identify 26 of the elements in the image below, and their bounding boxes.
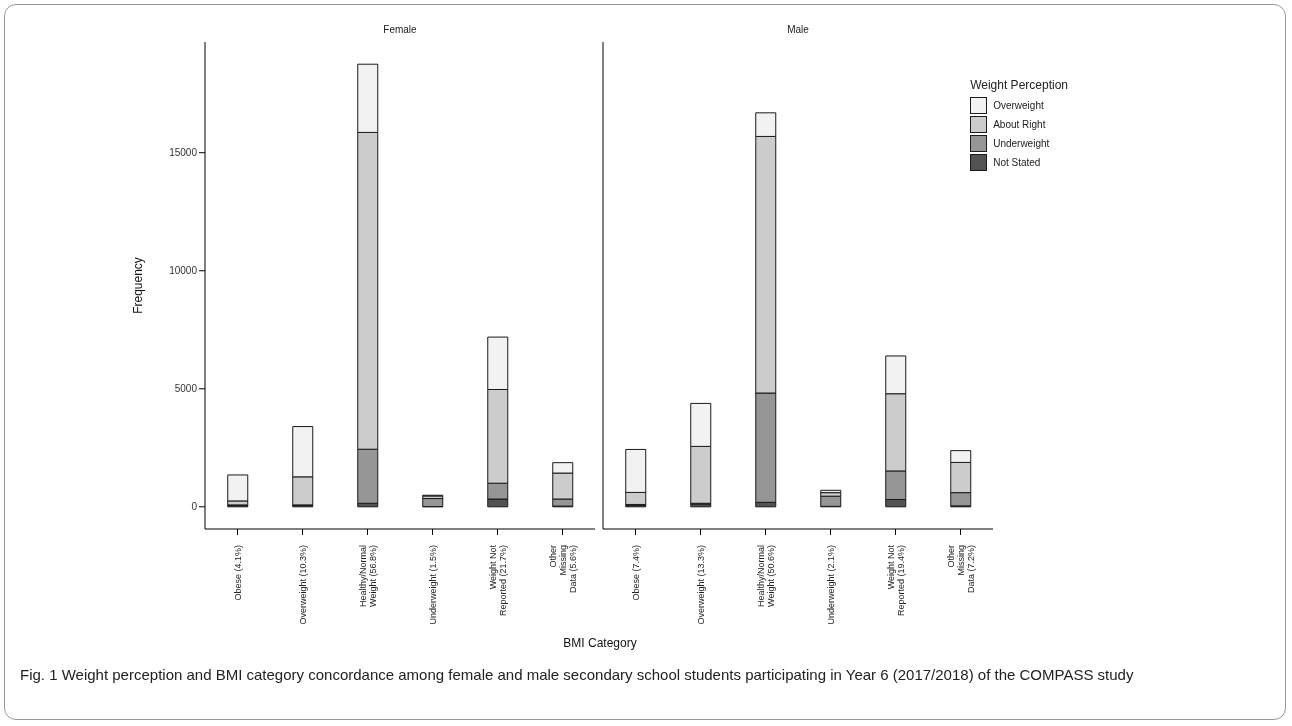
x-tick-label: Weight Not Reported (21.7%) — [488, 544, 508, 617]
legend-label: About Right — [993, 119, 1046, 130]
chart-title: Female — [382, 24, 418, 35]
caption: Fig. 1 Weight perception and BMI category concordance among female and male secondary school students participating in Year 6 (2017/2018) of the COMPASS study — [20, 665, 1135, 685]
x-tick-label: Other Missing Data (7.2%) — [946, 545, 976, 594]
x-tick-label: Overweight (10.3%) — [298, 545, 308, 625]
y-tick-label: 5000 — [174, 383, 198, 395]
x-tick-label: Obese (4.1%) — [233, 545, 243, 601]
x-tick-label: Overweight (13.3%) — [696, 545, 706, 625]
x-tick-label: Other Missing Data (5.6%) — [548, 545, 578, 594]
legend-title: Weight Perception — [970, 78, 1068, 92]
y-tick-label: 0 — [191, 501, 198, 513]
x-tick-label: Obese (7.4%) — [631, 545, 641, 601]
legend-label: Not Stated — [993, 157, 1041, 168]
y-tick-label: 10000 — [169, 265, 198, 277]
chart-title: Male — [786, 24, 810, 35]
x-tick-label: Underweight (1.5%) — [428, 545, 438, 625]
y-axis-title: Frequency — [131, 257, 146, 314]
x-tick-label: Underweight (2.1%) — [826, 545, 836, 625]
x-tick-label: Healthy/Normal Weight (50.6%) — [756, 545, 776, 608]
x-tick-label: Weight Not Reported (19.4%) — [886, 544, 906, 617]
legend-label: Underweight — [993, 138, 1050, 149]
x-tick-label: Healthy/Normal Weight (56.8%) — [358, 545, 378, 608]
y-tick-label: 15000 — [169, 147, 198, 159]
x-axis-title: BMI Category — [562, 636, 638, 650]
legend-label: Overweight — [993, 100, 1044, 111]
